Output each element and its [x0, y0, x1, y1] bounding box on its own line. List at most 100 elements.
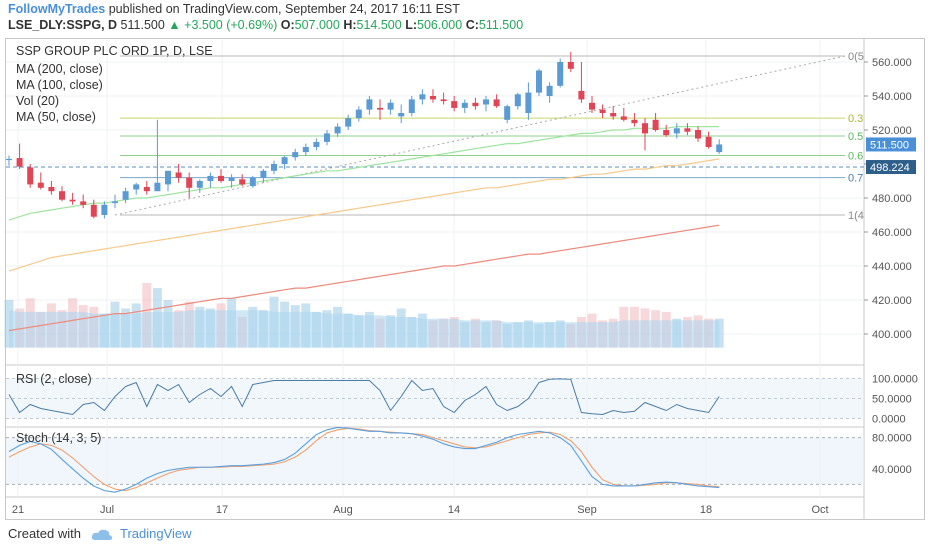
x-tick-label: Jul [100, 504, 114, 516]
candle-down [567, 62, 574, 69]
last-price-label: 511.500 [870, 139, 909, 151]
tradingview-link[interactable]: TradingView [120, 526, 192, 541]
candle-down [48, 186, 55, 192]
marker-price-tag [866, 160, 916, 175]
candle-up [302, 147, 309, 153]
legend-entry: MA (50, close) [16, 110, 96, 124]
stoch-tick-label: 80.0000 [872, 433, 912, 445]
candle-up [249, 177, 256, 187]
candle-down [37, 182, 44, 188]
symbol-label[interactable]: LSE_DLY:SSPG, D [8, 18, 118, 32]
rsi-tick-label: 0.0000 [872, 414, 906, 426]
candle-down [472, 102, 479, 107]
legend-entry: Vol (20) [16, 94, 59, 108]
chart-frame [5, 38, 925, 520]
stoch-d-line [8, 427, 720, 492]
candle-up [292, 152, 299, 158]
legend-entry: MA (100, close) [16, 78, 103, 92]
candle-up [461, 102, 468, 108]
stoch-title: Stoch (14, 3, 5) [16, 431, 101, 445]
candle-down [684, 128, 691, 132]
y-tick-label: 460.000 [872, 227, 912, 239]
candle-up [345, 118, 352, 127]
legend: SSP GROUP PLC ORD 1P, D, LSE MA (200, clo… [16, 44, 213, 445]
candle-down [589, 102, 595, 110]
ma100-line [8, 158, 720, 272]
candle-down [430, 96, 436, 100]
author-name[interactable]: FollowMyTrades [8, 2, 106, 16]
candle-down [69, 199, 76, 202]
candle-up [557, 62, 564, 86]
low-label: L: [405, 18, 418, 32]
candle-down [59, 191, 65, 200]
created-with-text: Created with [8, 526, 81, 541]
candle-up [122, 191, 129, 200]
candle-down [578, 90, 585, 100]
candle-up [536, 70, 542, 93]
grid [6, 38, 865, 520]
candle-down [652, 119, 659, 130]
rsi-tick-label: 50.0000 [872, 394, 912, 406]
candle-up [673, 128, 680, 134]
volume-pane [4, 283, 724, 348]
quote-line: LSE_DLY:SSPG, D 511.500 ▲ +3.500 (+0.69%… [8, 18, 523, 32]
candle-down [377, 107, 383, 110]
stoch-k-line [8, 426, 720, 493]
publish-line: FollowMyTrades published on TradingView.… [8, 2, 460, 16]
candle-down [599, 109, 606, 113]
candle-down [186, 177, 193, 188]
candle-up [387, 102, 394, 110]
y-tick-label: 480.000 [872, 193, 912, 205]
footer: Created with TradingView [8, 526, 192, 541]
chart-header: FollowMyTrades published on TradingView.… [8, 0, 928, 34]
tradingview-cloud-icon [91, 529, 112, 540]
candle-up [196, 181, 203, 188]
candle-up [165, 170, 171, 185]
candle-down [610, 113, 617, 117]
candle-up [408, 99, 415, 113]
candle-up [324, 133, 330, 142]
chart-title: SSP GROUP PLC ORD 1P, D, LSE [16, 44, 213, 58]
fib-label: 0(5 [848, 51, 864, 63]
candle-up [207, 175, 214, 181]
rsi-title: RSI (2, close) [16, 372, 92, 386]
y-tick-label: 560.000 [872, 57, 912, 69]
candle-down [218, 175, 224, 181]
x-tick-label: 17 [216, 504, 228, 516]
candle-down [90, 204, 97, 217]
candle-up [101, 204, 108, 215]
published-text: published on TradingView.com, September … [108, 2, 460, 16]
open-value: 507.000 [294, 18, 340, 32]
open-label: O: [280, 18, 295, 32]
high-label: H: [343, 18, 357, 32]
candle-down [451, 101, 458, 108]
stoch-pane [6, 426, 864, 493]
y-tick-label: 420.000 [872, 295, 912, 307]
x-tick-label: 14 [448, 504, 460, 516]
candle-down [16, 158, 23, 167]
axes: 560.000540.000520.000500.000480.000460.0… [12, 57, 918, 516]
change-value: +3.500 (+0.69%) [184, 18, 278, 32]
candle-up [112, 201, 118, 204]
candle-up [355, 109, 362, 119]
y-tick-label: 540.000 [872, 91, 912, 103]
rsi-tick-label: 100.0000 [872, 374, 918, 386]
x-tick-label: 21 [12, 504, 24, 516]
x-tick-label: Aug [333, 504, 353, 516]
candle-down [143, 186, 150, 192]
stoch-band [6, 437, 864, 485]
y-tick-label: 400.000 [872, 329, 912, 341]
ma200-line [8, 224, 720, 332]
candle-up [419, 94, 426, 100]
candle-down [695, 130, 701, 139]
fib-label: 0.6 [848, 151, 863, 163]
low-value: 506.000 [417, 18, 463, 32]
ma50-line [8, 126, 720, 221]
candle-up [334, 126, 341, 134]
x-tick-label: 18 [700, 504, 712, 516]
candle-up [154, 182, 161, 192]
candle-down [175, 172, 182, 178]
candle-up [525, 92, 532, 113]
candle-down [631, 119, 638, 124]
